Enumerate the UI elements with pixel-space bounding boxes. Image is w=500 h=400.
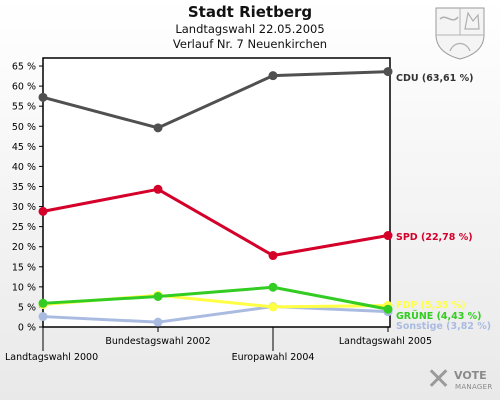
- series-label-fdp: FDP (5,35 %): [396, 300, 466, 311]
- logo-x-icon: ✕: [426, 362, 452, 397]
- vote-manager-logo: ✕ VOTE MANAGER: [424, 362, 498, 397]
- y-tick-label: 20 %: [12, 242, 36, 253]
- data-point-grüne: [153, 291, 163, 301]
- series-line-cdu: [42, 70, 389, 130]
- series-line-spd: [42, 187, 389, 258]
- series-line-grüne: [42, 285, 389, 311]
- data-point-cdu: [38, 92, 48, 102]
- series-label-grüne: GRÜNE (4,43 %): [396, 311, 482, 322]
- series-label-cdu: CDU (63,61 %): [396, 73, 473, 84]
- data-point-sonstige: [153, 317, 163, 327]
- x-tick-label: Landtagswahl 2005: [339, 336, 432, 347]
- chart-subtitle-district: Verlauf Nr. 7 Neuenkirchen: [172, 37, 328, 51]
- data-point-fdp: [268, 302, 278, 312]
- y-tick-label: 0 %: [18, 323, 36, 334]
- y-tick-label: 55 %: [12, 102, 36, 113]
- chart-title: Stadt Rietberg: [187, 3, 313, 21]
- y-tick-label: 35 %: [12, 182, 36, 193]
- logo-text-vote: VOTE: [454, 369, 487, 382]
- chart-subtitle-election: Landtagswahl 22.05.2005: [175, 22, 325, 36]
- data-point-spd: [383, 231, 393, 241]
- series-label-spd: SPD (22,78 %): [396, 232, 473, 243]
- y-tick-label: 45 %: [12, 142, 36, 153]
- x-tick-label: Europawahl 2004: [232, 352, 315, 363]
- series-line-sonstige: [42, 305, 389, 324]
- y-tick-label: 5 %: [18, 302, 36, 313]
- y-tick-label: 60 %: [12, 82, 36, 93]
- x-tick-label: Landtagswahl 2000: [5, 352, 98, 363]
- y-tick-label: 25 %: [12, 222, 36, 233]
- data-point-spd: [38, 206, 48, 216]
- coat-of-arms-icon: [435, 7, 485, 60]
- logo-text-manager: MANAGER: [455, 383, 493, 391]
- y-tick-label: 15 %: [12, 262, 36, 273]
- y-tick-label: 40 %: [12, 162, 36, 173]
- y-tick-label: 30 %: [12, 202, 36, 213]
- data-point-spd: [268, 251, 278, 261]
- y-tick-label: 10 %: [12, 282, 36, 293]
- series-label-sonstige: Sonstige (3,82 %): [396, 321, 491, 332]
- data-point-grüne: [383, 304, 393, 314]
- data-point-spd: [153, 184, 163, 194]
- y-tick-label: 50 %: [12, 122, 36, 133]
- data-point-cdu: [268, 71, 278, 81]
- data-point-cdu: [153, 123, 163, 133]
- data-point-grüne: [38, 298, 48, 308]
- data-point-grüne: [268, 282, 278, 292]
- plot-area: [42, 57, 391, 328]
- data-point-sonstige: [38, 312, 48, 322]
- x-tick-label: Bundestagswahl 2002: [105, 336, 210, 347]
- data-point-cdu: [383, 67, 393, 77]
- y-tick-label: 65 %: [12, 62, 36, 73]
